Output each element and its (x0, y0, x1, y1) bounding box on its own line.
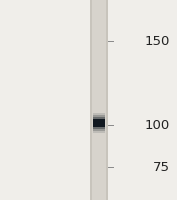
Bar (93, 119, 105, 128)
Text: 150: 150 (145, 35, 170, 48)
Bar (93, 117, 105, 130)
Text: 75: 75 (153, 160, 170, 173)
Bar (93, 113, 105, 134)
Bar (92, 0, 106, 200)
Text: 100: 100 (145, 119, 170, 131)
Bar (93, 115, 105, 132)
Bar (90, 0, 108, 200)
